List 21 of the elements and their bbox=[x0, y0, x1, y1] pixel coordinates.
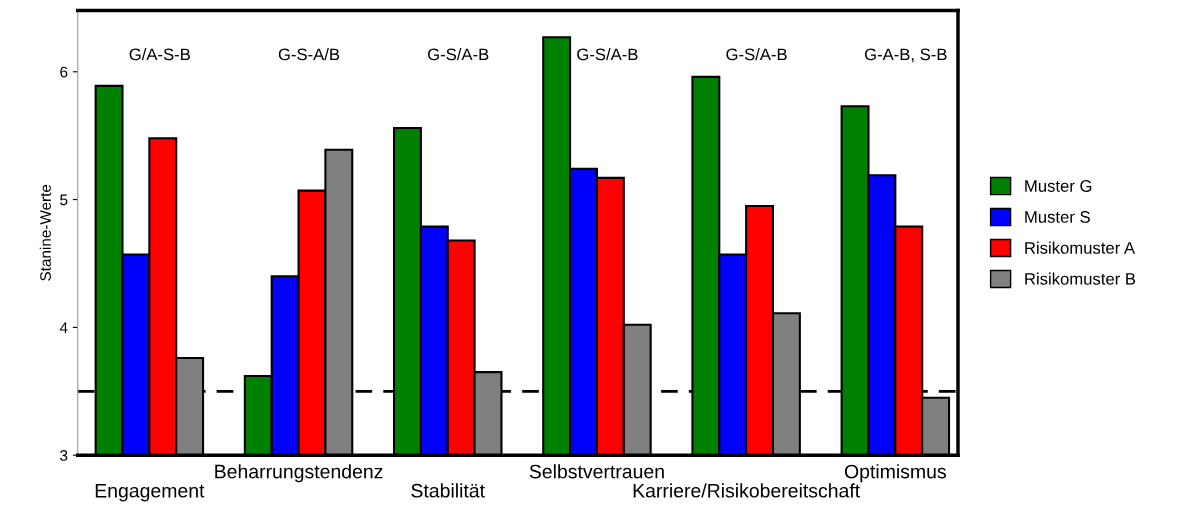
legend-label: Muster S bbox=[1025, 211, 1090, 223]
legend-label: Muster G bbox=[1025, 180, 1092, 192]
x-tick-label: Optimismus bbox=[844, 464, 946, 483]
x-tick-label: Engagement bbox=[95, 484, 205, 502]
y-tick-label: 6 bbox=[60, 66, 68, 78]
annotation: G-S/A-B bbox=[726, 48, 787, 61]
annotation: G-S/A-B bbox=[577, 48, 638, 61]
x-tick-label: Stabilität bbox=[411, 483, 485, 498]
legend-label: Risikomuster A bbox=[1025, 241, 1136, 254]
legend-label: Risikomuster B bbox=[1025, 272, 1136, 285]
x-tick-label: Karriere/Risikobereitschaft bbox=[633, 483, 861, 498]
annotation: G-A-B, S-B bbox=[864, 48, 947, 63]
x-tick-label: Selbstvertrauen bbox=[529, 464, 664, 479]
annotation: G-S-A/B bbox=[278, 48, 340, 61]
y-tick-label: 3 bbox=[60, 450, 68, 461]
x-tick-label: Beharrungstendenz bbox=[215, 464, 383, 483]
annotation: G/A-S-B bbox=[129, 48, 190, 61]
y-axis-title: Stanine-Werte bbox=[39, 184, 51, 281]
annotation: G-S/A-B bbox=[428, 48, 489, 61]
y-tick-label: 5 bbox=[60, 194, 68, 206]
y-tick-label: 4 bbox=[59, 322, 68, 333]
